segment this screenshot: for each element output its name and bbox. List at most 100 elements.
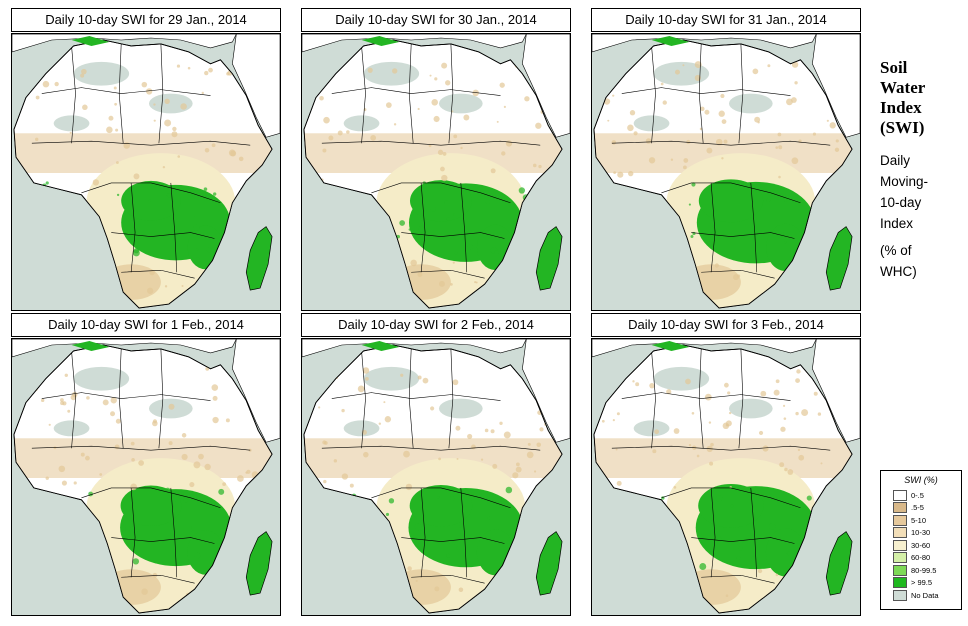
swi-speckle (751, 555, 758, 563)
swi-speckle (204, 463, 211, 471)
swi-speckle (782, 404, 786, 407)
swi-speckle (796, 369, 801, 374)
country-border (411, 269, 485, 279)
swi-speckle (341, 473, 349, 480)
swi-speckle (456, 457, 459, 460)
swi-speckle (721, 119, 727, 124)
panel-title: Daily 10-day SWI for 29 Jan., 2014 (11, 8, 281, 32)
swi-speckle (149, 269, 155, 276)
swi-speckle (718, 110, 725, 117)
swi-speckle (688, 443, 692, 447)
wet-area (71, 36, 110, 46)
africa-map-svg (302, 34, 570, 310)
swi-speckle (456, 546, 460, 550)
swi-speckle (148, 199, 151, 202)
swi-speckle (362, 367, 370, 374)
swi-speckle (780, 426, 786, 432)
swi-speckle (110, 397, 117, 404)
panel-title: Daily 10-day SWI for 1 Feb., 2014 (11, 313, 281, 337)
swi-speckle (601, 419, 605, 423)
country-border (371, 487, 511, 509)
swi-speckle (130, 483, 138, 491)
swi-speckle (758, 430, 764, 436)
swi-speckle (195, 248, 199, 251)
swi-speckle (106, 126, 113, 134)
coastline (593, 39, 853, 309)
legend-item: 80-99.5 (893, 564, 961, 577)
swi-speckle (341, 408, 345, 413)
swi-speckle (817, 412, 822, 416)
swi-speckle (198, 453, 204, 460)
swi-speckle (460, 146, 463, 150)
legend-item: 60-80 (893, 552, 961, 565)
country-border (621, 87, 791, 96)
swi-speckle (720, 535, 723, 539)
legend-item: 30-60 (893, 539, 961, 552)
swi-speckle (451, 110, 454, 113)
swi-speckle (211, 384, 219, 391)
swi-speckle (164, 285, 168, 288)
swi-speckle (688, 203, 691, 206)
country-border (118, 43, 124, 144)
index-title-line: Water (880, 78, 926, 97)
no-data-area (53, 115, 90, 132)
panel-title: Daily 10-day SWI for 30 Jan., 2014 (301, 8, 571, 32)
swi-speckle (138, 460, 145, 466)
swi-speckle (487, 516, 491, 520)
europe-landmass (592, 339, 817, 358)
swi-speckle (322, 148, 327, 153)
swi-speckle (399, 220, 406, 226)
africa-map (11, 338, 281, 616)
swi-speckle (446, 217, 451, 221)
swi-speckle (728, 411, 732, 415)
swi-speckle (710, 442, 714, 447)
swi-speckle (206, 247, 212, 253)
country-border (738, 348, 744, 449)
swi-speckle (64, 373, 68, 377)
country-border (408, 43, 414, 144)
swi-speckle (612, 94, 615, 97)
swi-speckle (485, 200, 491, 205)
legend-item: No Data (893, 589, 961, 602)
swi-speckle (323, 116, 330, 124)
swi-speckle (767, 64, 771, 68)
country-border (698, 43, 704, 144)
country-border (81, 182, 221, 204)
swi-speckle (58, 465, 66, 473)
swi-speckle (410, 259, 417, 267)
swi-speckle (82, 104, 88, 111)
madagascar (535, 531, 563, 596)
africa-map (301, 33, 571, 311)
wet-area (651, 341, 690, 351)
arabia-landmass (812, 339, 860, 443)
swi-speckle (686, 139, 691, 145)
swi-speckle (193, 224, 200, 231)
legend-item: .5-5 (893, 502, 961, 515)
swi-speckle (682, 64, 685, 67)
no-data-area (653, 61, 710, 86)
swi-speckle (169, 500, 176, 507)
europe-landmass (592, 34, 817, 53)
country-border (701, 574, 775, 584)
swi-speckle (711, 519, 716, 524)
country-border (170, 487, 178, 578)
swi-speckle (666, 389, 672, 395)
arabia-landmass (232, 34, 280, 138)
swi-speckle (349, 483, 354, 488)
swi-speckle (794, 81, 798, 85)
swi-speckle (319, 95, 324, 101)
country-border (701, 269, 775, 279)
swi-speckle (385, 512, 390, 517)
swi-speckle (328, 135, 334, 141)
swi-speckle (685, 378, 691, 385)
swi-speckle (222, 482, 227, 487)
swi-speckle (536, 442, 542, 448)
swi-speckle (754, 116, 761, 123)
europe-landmass (302, 34, 527, 53)
swi-speckle (723, 139, 728, 144)
no-data-area (148, 93, 193, 114)
swi-speckle (108, 115, 114, 121)
legend-swatch (893, 527, 907, 539)
swi-speckle (237, 475, 244, 482)
swi-speckle (187, 66, 191, 70)
